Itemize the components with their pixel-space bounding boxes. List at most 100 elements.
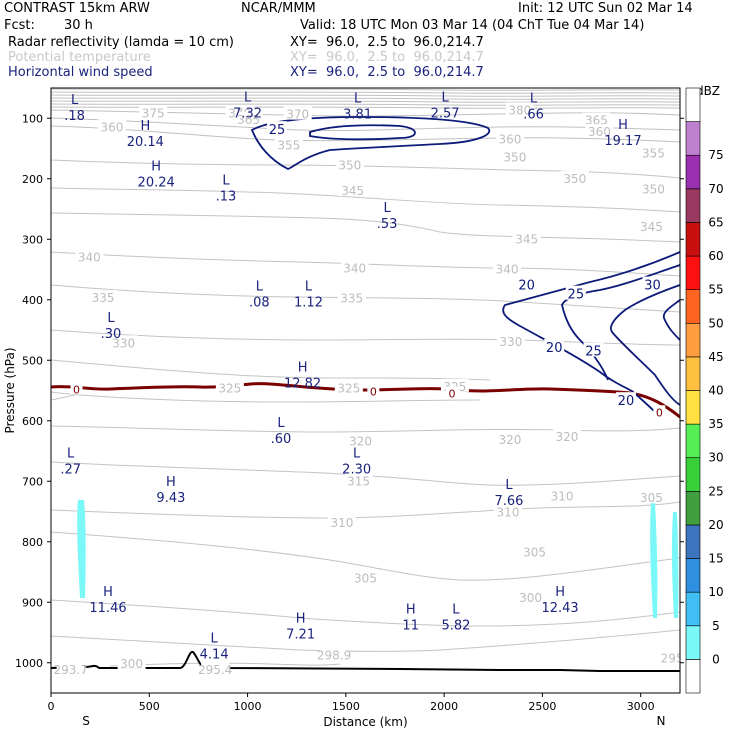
wind-label-bg (615, 392, 636, 407)
colorbar-level-label: 25 (708, 484, 723, 498)
theta-label-bg (520, 544, 549, 558)
colorbar-level-label: 0 (712, 652, 720, 666)
theta-label: 335 (92, 291, 115, 305)
hl-marker-value: 9.43 (156, 491, 185, 506)
colorbar-swatch (685, 222, 701, 257)
field-xy-theta: XY= 96.0, 2.5 to 96.0,214.7 (290, 50, 484, 65)
freezing-level-label: 0 (73, 383, 80, 396)
theta-label-bg (495, 432, 524, 446)
hl-marker-symbol: L (452, 603, 460, 618)
hl-marker-symbol: L (530, 91, 538, 106)
hl-marker-value: 2.57 (431, 107, 460, 122)
y-tick-label: 600 (22, 415, 43, 428)
freezing-level-label: 0 (370, 386, 377, 399)
valid-time: Valid: 18 UTC Mon 03 Mar 14 (04 ChT Tue … (300, 18, 645, 33)
org-title: NCAR/MMM (241, 1, 316, 16)
hl-marker-value: 20.14 (127, 135, 164, 150)
field-name-reflectivity: Radar reflectivity (lamda = 10 cm) (8, 35, 234, 50)
colorbar-level-label: 5 (712, 619, 720, 633)
theta-label: 360 (588, 125, 611, 139)
wind-label-bg (544, 338, 565, 353)
y-tick-label: 300 (22, 233, 43, 246)
freezing-label-bg (70, 382, 83, 395)
theta-label: 350 (563, 172, 586, 186)
theta-label: 345 (515, 232, 538, 246)
colorbar-swatch (685, 289, 701, 324)
wind-contour-north-20 (502, 251, 680, 413)
hl-marker-symbol: H (618, 118, 628, 133)
theta-label-bg (495, 131, 524, 145)
theta-label-bg (346, 433, 375, 447)
hl-marker-symbol: H (151, 160, 161, 175)
hl-marker-symbol: L (256, 279, 264, 294)
wind-contour-label: 30 (644, 279, 661, 294)
theta-label-bg (201, 662, 230, 676)
theta-label: 360 (100, 120, 123, 134)
wind-contour-label: 25 (585, 345, 602, 360)
theta-label-bg (334, 380, 363, 394)
hl-marker-value: 3.81 (343, 107, 372, 122)
y-tick-label: 1000 (15, 657, 43, 670)
colorbar-level-label: 70 (708, 182, 723, 196)
theta-label: 365 (237, 113, 260, 127)
field-name-wind: Horizontal wind speed (8, 65, 153, 80)
theta-label: 330 (500, 335, 523, 349)
hl-marker-symbol: L (441, 91, 449, 106)
x-end-label-north: N (657, 714, 666, 728)
wind-label-bg (516, 276, 537, 291)
hl-marker-symbol: H (296, 612, 306, 627)
theta-label-bg (500, 149, 529, 163)
theta-label: 325 (218, 382, 241, 396)
colorbar-level-label: 20 (708, 518, 723, 532)
reflectivity-colorbar: dBZ 0 5 10 15 20 25 30 35 40 45 50 55 60 65 70 75 (685, 84, 724, 694)
theta-label: 370 (286, 108, 309, 122)
hl-marker-symbol: L (244, 91, 252, 106)
theta-label: 295 (661, 652, 684, 666)
theta-label-bg (215, 380, 244, 394)
colorbar-swatch (685, 491, 701, 526)
theta-label: 310 (551, 489, 574, 503)
theta-label-bg (327, 514, 356, 528)
colorbar-swatch (685, 188, 701, 223)
hl-marker-value: 7.32 (233, 107, 262, 122)
hl-marker-symbol: L (277, 416, 285, 431)
y-axis-title: Pressure (hPa) (3, 347, 17, 433)
hl-marker-symbol: L (222, 174, 230, 189)
theta-label: 340 (496, 263, 519, 277)
refl-patch-south (77, 500, 86, 598)
colorbar-level-label: 55 (708, 283, 723, 297)
theta-label: 305 (640, 491, 663, 505)
field-xy-wind: XY= 96.0, 2.5 to 96.0,214.7 (290, 65, 484, 80)
hl-marker-value: 20.24 (138, 176, 175, 191)
wind-contour-north-30 (610, 284, 680, 406)
theta-label-bg (344, 473, 373, 487)
hl-marker-symbol: H (298, 361, 308, 376)
theta-label: 320 (556, 430, 579, 444)
colorbar-swatch (685, 356, 701, 391)
colorbar-swatch (685, 457, 701, 492)
theta-label-bg (658, 650, 680, 664)
theta-label: 375 (142, 106, 165, 120)
colorbar-swatch (685, 659, 701, 694)
hl-marker-symbol: L (107, 311, 115, 326)
hl-marker-symbol: H (555, 585, 565, 600)
colorbar-level-label: 60 (708, 249, 723, 263)
colorbar-swatch (685, 255, 701, 290)
hl-marker-symbol: L (211, 632, 219, 647)
colorbar-level-label: 10 (708, 585, 723, 599)
fcst-value: 30 h (64, 18, 93, 33)
freezing-label-bg (367, 384, 380, 397)
theta-label: 293.7 (53, 663, 87, 677)
theta-label: 355 (277, 138, 300, 152)
theta-label: 380 (508, 103, 531, 117)
theta-label-bg (637, 219, 666, 233)
wind-label-bg (642, 276, 663, 291)
wind-label-bg (267, 121, 288, 136)
colorbar-level-label: 75 (708, 148, 723, 162)
theta-label-bg (320, 647, 349, 661)
theta-label-bg (283, 106, 312, 120)
colorbar-swatch (685, 322, 701, 358)
theta-label-bg (117, 655, 146, 669)
theta-label-bg (337, 290, 366, 304)
theta-label: 320 (349, 434, 372, 448)
